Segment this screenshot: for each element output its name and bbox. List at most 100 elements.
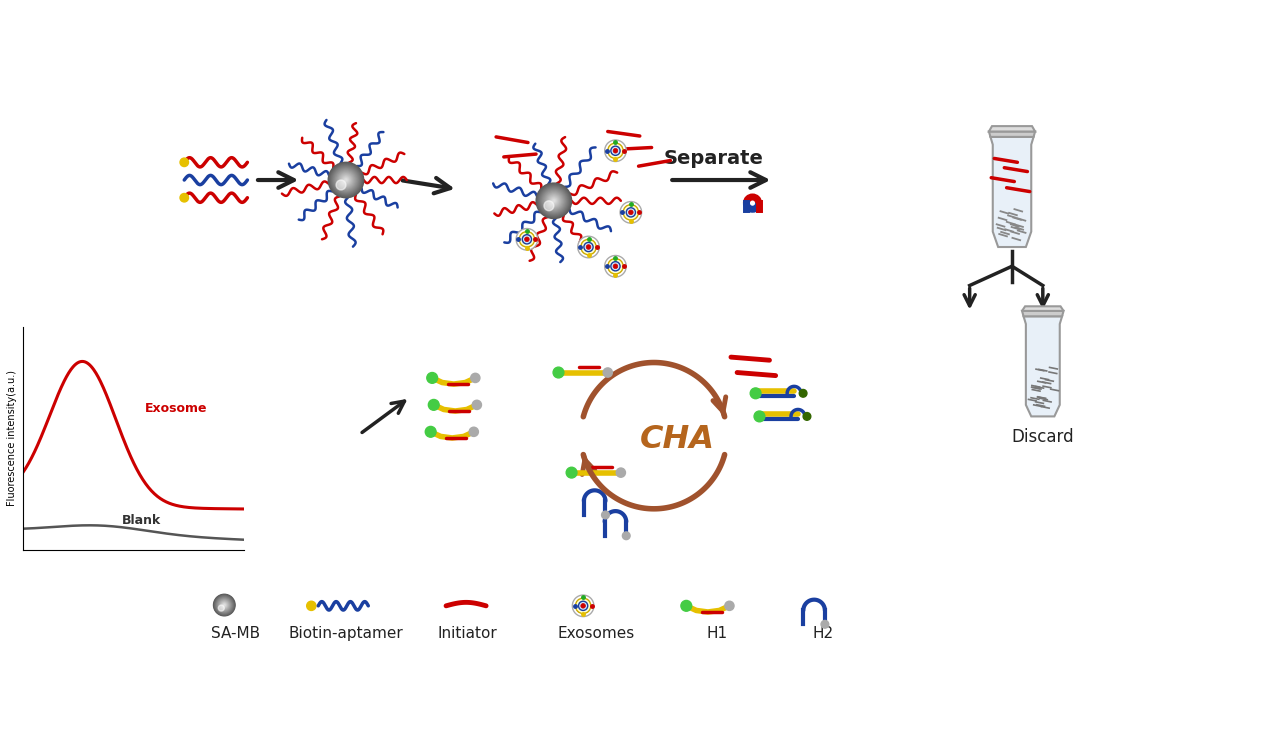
Circle shape (221, 602, 228, 609)
Circle shape (331, 166, 360, 194)
Circle shape (220, 600, 229, 610)
Circle shape (547, 194, 561, 208)
Text: SA-MB: SA-MB (211, 626, 260, 641)
Circle shape (613, 149, 618, 153)
Polygon shape (1023, 306, 1063, 311)
Circle shape (541, 189, 566, 213)
Text: Exosome: Exosome (144, 402, 207, 415)
Circle shape (626, 208, 636, 217)
Circle shape (617, 468, 626, 477)
Circle shape (222, 603, 226, 607)
Text: Separate: Separate (664, 149, 763, 168)
Circle shape (335, 169, 358, 192)
Circle shape (751, 388, 761, 399)
Circle shape (724, 601, 734, 611)
Circle shape (608, 143, 623, 158)
Circle shape (575, 598, 590, 614)
Circle shape (623, 204, 638, 220)
Circle shape (822, 620, 829, 628)
Circle shape (546, 193, 561, 209)
Circle shape (544, 191, 564, 210)
Circle shape (547, 195, 560, 207)
Text: CHA: CHA (640, 424, 714, 455)
Circle shape (516, 229, 537, 250)
Circle shape (579, 601, 588, 611)
Circle shape (541, 187, 568, 214)
Circle shape (340, 175, 351, 185)
Circle shape (554, 367, 564, 378)
Text: H1: H1 (707, 626, 728, 641)
Circle shape (219, 605, 224, 611)
Circle shape (469, 427, 478, 436)
Circle shape (799, 389, 806, 398)
Circle shape (578, 236, 599, 258)
Circle shape (520, 232, 535, 247)
Circle shape (537, 184, 570, 218)
Polygon shape (1024, 317, 1062, 416)
Circle shape (337, 171, 355, 189)
Circle shape (334, 168, 359, 192)
Circle shape (219, 600, 230, 611)
Circle shape (179, 193, 188, 202)
Circle shape (345, 179, 346, 181)
Circle shape (425, 426, 436, 437)
Text: Discard: Discard (1011, 428, 1074, 446)
Circle shape (214, 594, 235, 616)
Circle shape (604, 140, 626, 161)
Circle shape (220, 601, 228, 609)
Text: Initiator: Initiator (437, 626, 498, 641)
Y-axis label: Fluorescence intensity(a.u.): Fluorescence intensity(a.u.) (8, 370, 18, 507)
Circle shape (551, 198, 556, 204)
Circle shape (602, 511, 609, 519)
Circle shape (525, 237, 530, 241)
Circle shape (329, 162, 364, 198)
Circle shape (538, 186, 569, 216)
Circle shape (522, 235, 532, 244)
Text: H2: H2 (813, 626, 834, 641)
Circle shape (544, 201, 554, 211)
Circle shape (217, 599, 231, 611)
Polygon shape (988, 126, 1035, 132)
Circle shape (573, 595, 594, 617)
Circle shape (220, 601, 229, 609)
Text: Exosomes: Exosomes (557, 626, 635, 641)
Circle shape (566, 467, 576, 478)
Circle shape (221, 603, 228, 608)
Circle shape (337, 172, 354, 188)
Circle shape (215, 595, 234, 614)
Circle shape (224, 604, 225, 606)
Circle shape (470, 373, 480, 383)
Circle shape (538, 185, 570, 217)
Circle shape (332, 166, 359, 193)
Circle shape (216, 597, 233, 613)
Circle shape (344, 178, 348, 182)
Circle shape (341, 175, 350, 184)
Circle shape (622, 532, 629, 539)
Circle shape (621, 201, 642, 223)
Circle shape (584, 242, 593, 252)
Circle shape (604, 256, 626, 277)
Circle shape (552, 199, 556, 203)
Circle shape (329, 163, 363, 197)
Circle shape (336, 170, 355, 189)
Circle shape (550, 198, 557, 204)
Circle shape (340, 174, 353, 186)
Polygon shape (988, 132, 1035, 137)
Circle shape (549, 195, 559, 206)
Circle shape (545, 192, 562, 210)
Circle shape (581, 603, 585, 608)
Circle shape (608, 259, 623, 274)
Circle shape (581, 239, 597, 255)
Circle shape (755, 411, 765, 422)
Circle shape (611, 146, 621, 155)
Circle shape (628, 210, 633, 215)
Circle shape (215, 596, 234, 614)
Text: Blank: Blank (123, 514, 162, 528)
Circle shape (219, 599, 230, 611)
Circle shape (681, 600, 691, 611)
Circle shape (179, 158, 188, 166)
Circle shape (307, 601, 316, 611)
Text: Biotin-aptamer: Biotin-aptamer (288, 626, 403, 641)
Circle shape (428, 400, 439, 410)
Circle shape (331, 165, 362, 195)
